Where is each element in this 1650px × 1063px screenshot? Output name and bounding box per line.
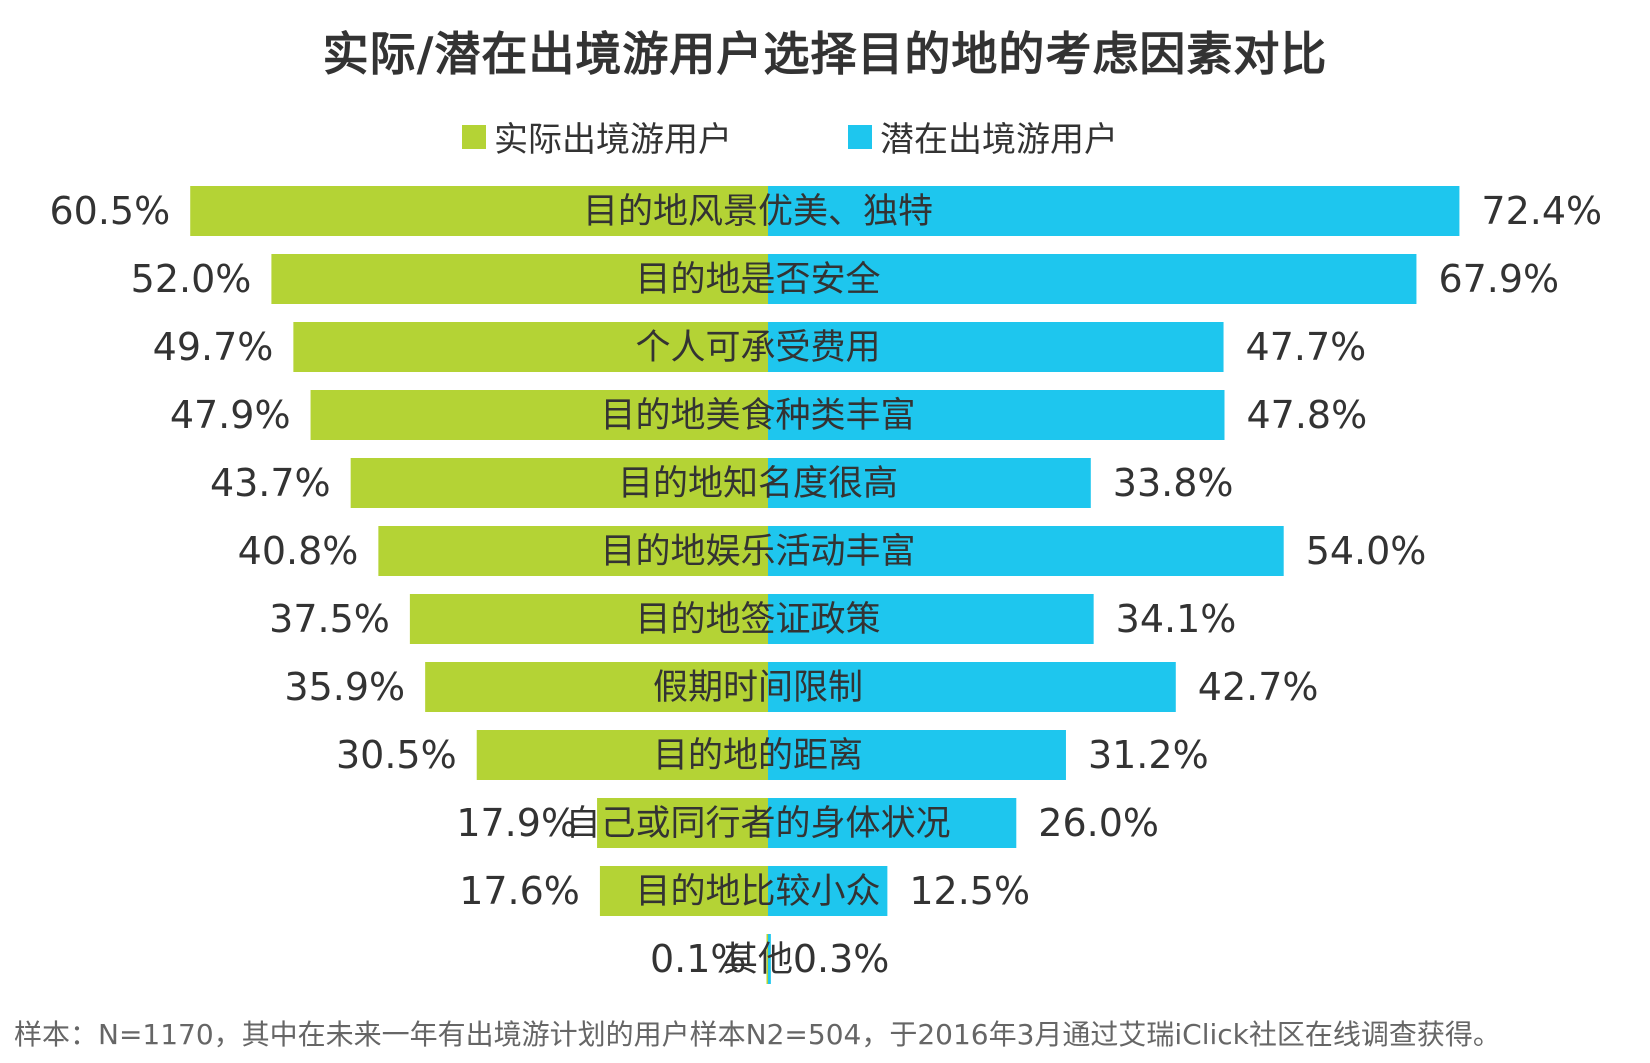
diverging-bar-chart: 60.5% 72.4% 目的地风景优美、独特 52.0% 67.9% 目的地是否安全 49.… xyxy=(50,186,1602,984)
data-label-potential: 47.8% xyxy=(1246,393,1367,437)
footnote: 样本：N=1170，其中在未来一年有出境游计划的用户样本N2=504，于2016… xyxy=(14,1018,1501,1051)
data-label-potential: 47.7% xyxy=(1246,325,1367,369)
category-label: 个人可承受费用 xyxy=(635,328,880,368)
data-label-actual: 17.9% xyxy=(456,801,577,845)
data-label-actual: 30.5% xyxy=(336,733,457,777)
legend-label-actual: 实际出境游用户 xyxy=(494,120,732,160)
bar-actual xyxy=(597,798,768,848)
bar-potential xyxy=(768,458,1091,508)
bar-actual xyxy=(476,730,768,780)
data-label-actual: 47.9% xyxy=(170,393,291,437)
data-label-actual: 40.8% xyxy=(238,529,359,573)
data-label-actual: 0.1% xyxy=(650,937,747,981)
legend-label-potential: 潜在出境游用户 xyxy=(880,120,1118,160)
data-label-potential: 54.0% xyxy=(1306,529,1427,573)
legend-swatch-actual xyxy=(462,124,486,149)
legend-swatch-potential xyxy=(848,124,872,149)
bar-potential xyxy=(768,594,1094,644)
category-label: 自己或同行者的身体状况 xyxy=(565,804,950,844)
data-label-potential: 42.7% xyxy=(1198,665,1319,709)
data-label-potential: 26.0% xyxy=(1038,801,1159,845)
data-label-actual: 60.5% xyxy=(50,189,171,233)
category-label: 目的地是否安全 xyxy=(635,260,880,300)
data-label-potential: 33.8% xyxy=(1113,461,1234,505)
data-label-actual: 52.0% xyxy=(131,257,252,301)
legend-item-actual: 实际出境游用户 xyxy=(462,112,732,161)
data-label-potential: 34.1% xyxy=(1116,597,1237,641)
bar-actual xyxy=(599,866,768,916)
data-label-actual: 37.5% xyxy=(269,597,390,641)
data-label-potential: 0.3% xyxy=(793,937,890,981)
legend-item-potential: 潜在出境游用户 xyxy=(848,112,1118,161)
data-label-potential: 12.5% xyxy=(909,869,1030,913)
data-label-potential: 72.4% xyxy=(1481,189,1602,233)
category-label: 目的地比较小众 xyxy=(635,872,880,912)
category-label: 假期时间限制 xyxy=(653,668,863,708)
bar-potential xyxy=(768,254,1417,304)
category-label: 目的地风景优美、独特 xyxy=(583,192,933,232)
bar-potential xyxy=(768,798,1017,848)
data-label-actual: 35.9% xyxy=(284,665,405,709)
bar-actual xyxy=(293,322,768,372)
category-label: 目的地知名度很高 xyxy=(618,464,898,504)
chart-title: 实际/潜在出境游用户选择目的地的考虑因素对比 xyxy=(322,27,1328,81)
data-label-potential: 31.2% xyxy=(1088,733,1209,777)
bar-potential xyxy=(768,934,771,984)
bar-actual xyxy=(271,254,768,304)
category-label: 目的地的距离 xyxy=(653,736,863,776)
bar-actual xyxy=(425,662,768,712)
bar-actual xyxy=(766,934,768,984)
bar-potential xyxy=(768,730,1066,780)
data-label-actual: 49.7% xyxy=(153,325,274,369)
bar-actual xyxy=(190,186,769,236)
category-label: 其他 xyxy=(723,940,793,980)
chart-legend: 实际出境游用户 潜在出境游用户 xyxy=(0,112,1650,162)
bar-actual xyxy=(310,390,768,440)
bar-potential xyxy=(768,322,1224,372)
category-label: 目的地签证政策 xyxy=(635,600,880,640)
data-label-actual: 17.6% xyxy=(459,869,580,913)
category-label: 目的地美食种类丰富 xyxy=(600,396,915,436)
bar-potential xyxy=(768,390,1225,440)
bar-potential xyxy=(768,186,1460,236)
data-label-potential: 67.9% xyxy=(1438,257,1559,301)
category-label: 目的地娱乐活动丰富 xyxy=(600,532,915,572)
bar-potential xyxy=(768,866,888,916)
bar-actual xyxy=(350,458,768,508)
bar-potential xyxy=(768,526,1284,576)
bar-actual xyxy=(409,594,768,644)
data-label-actual: 43.7% xyxy=(210,461,331,505)
bar-potential xyxy=(768,662,1176,712)
bar-actual xyxy=(378,526,768,576)
